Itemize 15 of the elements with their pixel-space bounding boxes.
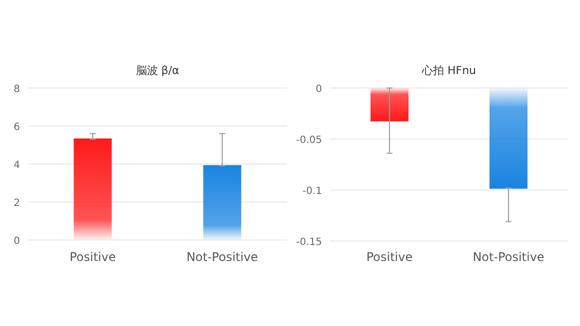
y-tick-label: -0.15 <box>296 237 322 248</box>
y-tick-label: -0.1 <box>302 186 322 197</box>
x-tick-label: Positive <box>70 250 116 264</box>
y-tick-label: 4 <box>14 160 20 171</box>
y-tick-label: 0 <box>14 236 20 247</box>
x-tick-label: Not-Positive <box>472 250 544 264</box>
y-tick-label: 6 <box>14 122 20 133</box>
y-tick-label: 2 <box>14 198 20 209</box>
y-tick-label: 0 <box>316 84 322 95</box>
y-tick-label: -0.05 <box>296 135 322 146</box>
chart-title: 心拍 HFnu <box>420 64 476 77</box>
x-tick-label: Positive <box>366 250 413 264</box>
y-tick-label: 8 <box>14 84 20 95</box>
x-tick-label: Not-Positive <box>186 250 258 264</box>
chart-title: 脳波 β/α <box>136 64 180 77</box>
